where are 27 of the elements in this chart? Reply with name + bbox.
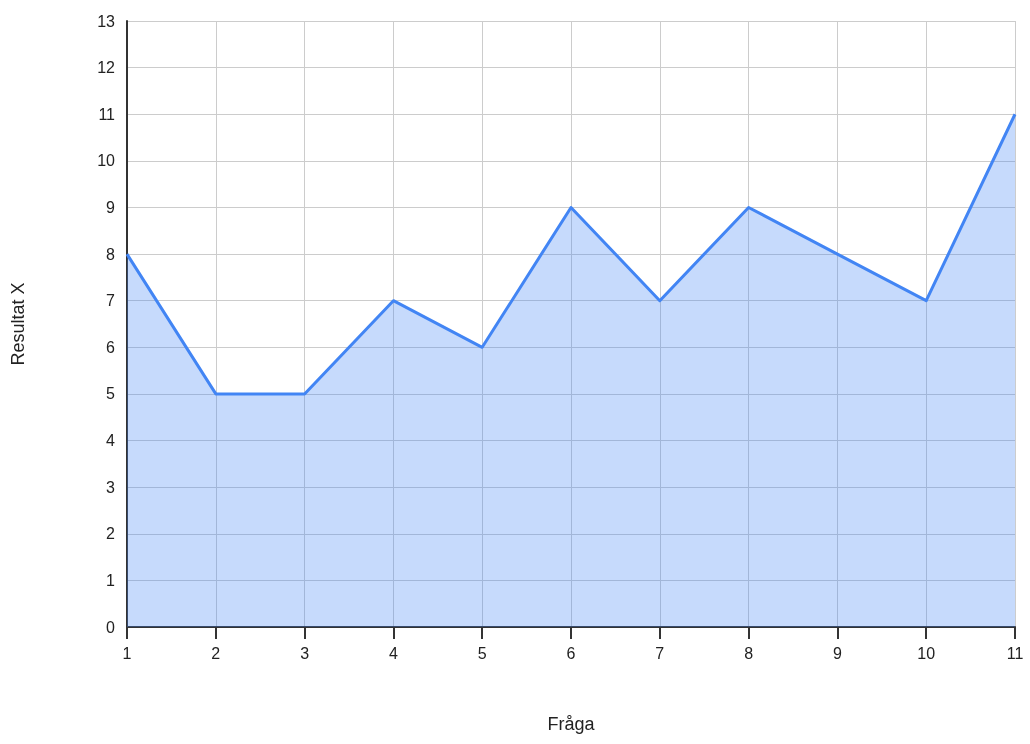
- y-tick-label: 6: [106, 338, 116, 356]
- x-tick-label: 5: [477, 644, 487, 662]
- x-tick-label: 7: [655, 644, 665, 662]
- y-tick-label: 7: [106, 292, 116, 310]
- y-tick-label: 5: [106, 385, 116, 403]
- x-tick-label: 11: [1006, 644, 1024, 662]
- y-tick-label: 4: [106, 432, 116, 450]
- x-axis-title: Fråga: [547, 714, 596, 734]
- x-tick-label: 2: [211, 644, 221, 662]
- x-tick-label: 9: [832, 644, 842, 662]
- y-tick-label: 13: [97, 12, 116, 30]
- x-tick-label: 4: [388, 644, 398, 662]
- y-tick-label: 1: [106, 571, 116, 589]
- x-tick-label: 10: [917, 644, 936, 662]
- y-tick-label: 8: [106, 245, 116, 263]
- y-axis-title: Resultat X: [8, 282, 28, 366]
- x-tick-label: 3: [300, 644, 310, 662]
- y-tick-label: 10: [97, 152, 116, 170]
- y-tick-label: 9: [106, 198, 116, 216]
- y-tick-label: 12: [97, 59, 116, 77]
- y-tick-label: 2: [106, 525, 116, 543]
- y-tick-label: 3: [106, 478, 116, 496]
- x-tick-label: 8: [744, 644, 754, 662]
- x-tick-label: 6: [566, 644, 576, 662]
- x-tick-label: 1: [122, 644, 132, 662]
- y-tick-label: 0: [106, 618, 116, 636]
- y-tick-label: 11: [98, 105, 116, 123]
